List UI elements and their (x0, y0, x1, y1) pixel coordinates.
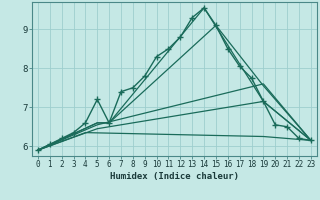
X-axis label: Humidex (Indice chaleur): Humidex (Indice chaleur) (110, 172, 239, 181)
